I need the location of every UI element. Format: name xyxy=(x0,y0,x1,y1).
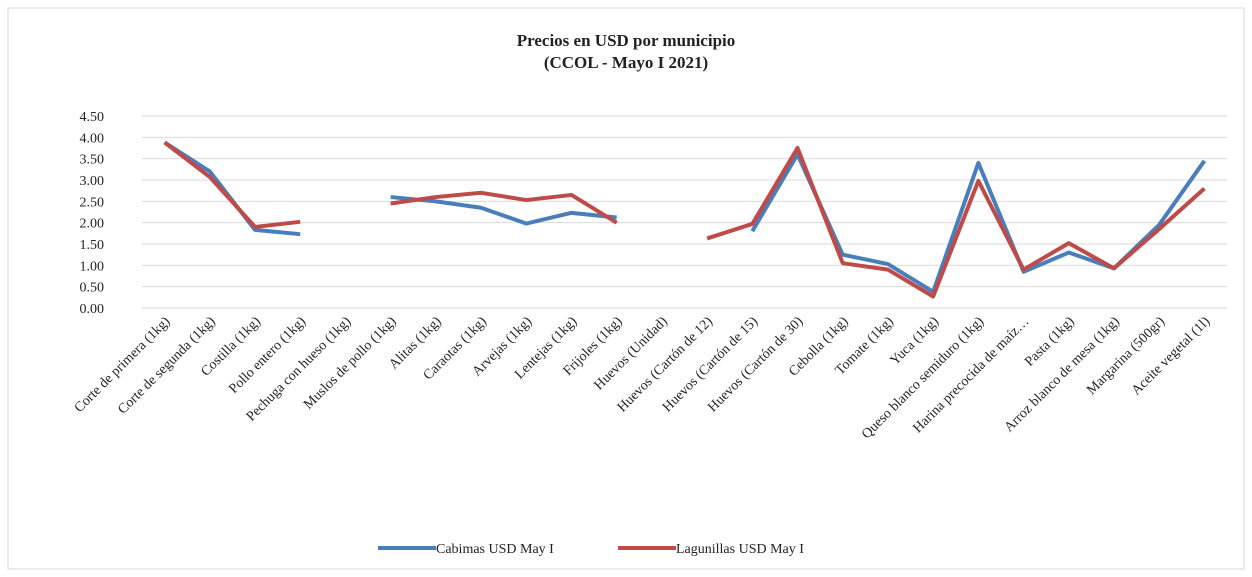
chart-title: Precios en USD por municipio xyxy=(517,31,736,50)
y-tick-label: 3.00 xyxy=(80,174,105,189)
y-tick-label: 0.00 xyxy=(80,302,105,317)
y-tick-label: 4.50 xyxy=(80,110,105,125)
legend-label: Cabimas USD May I xyxy=(436,542,554,557)
y-tick-label: 2.00 xyxy=(80,217,105,232)
series-line xyxy=(163,140,1206,299)
y-tick-label: 3.50 xyxy=(80,153,105,168)
chart-frame xyxy=(7,7,1245,570)
y-tick-label: 0.50 xyxy=(80,281,105,296)
y-tick-label: 1.50 xyxy=(80,238,105,253)
y-tick-label: 1.00 xyxy=(80,259,105,274)
chart-subtitle: (CCOL - Mayo I 2021) xyxy=(544,53,708,72)
y-tick-label: 2.50 xyxy=(80,195,105,210)
legend-label: Lagunillas USD May I xyxy=(676,542,804,557)
y-tick-label: 4.00 xyxy=(80,131,105,146)
